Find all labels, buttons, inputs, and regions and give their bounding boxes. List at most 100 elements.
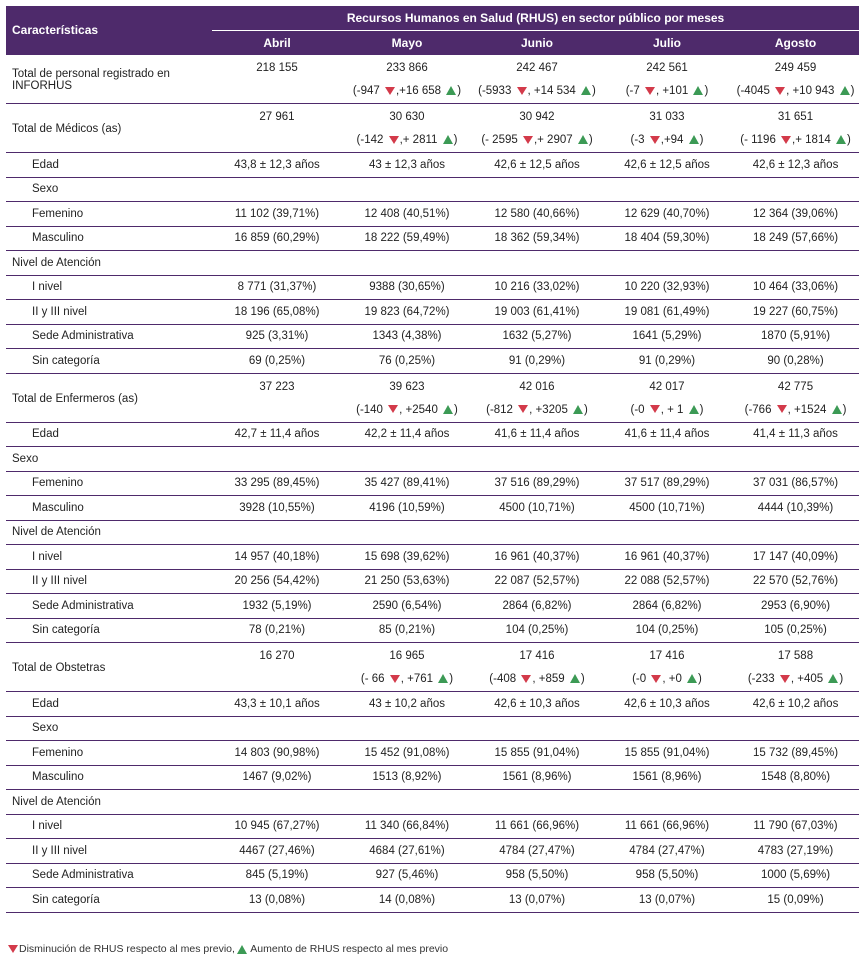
decrease-value: (-408	[489, 673, 520, 685]
decrease-triangle-icon	[516, 86, 527, 95]
table-row: II y III nivel 4467 (27,46%) 4684 (27,61%)…	[6, 838, 860, 863]
decrease-triangle-icon	[649, 135, 660, 144]
footnote: Disminución de RHUS respecto al mes prev…	[6, 943, 448, 955]
value-cell: 18 196 (65,08%)	[212, 299, 342, 324]
value-cell: 22 570 (52,76%)	[732, 568, 860, 594]
value-cell: 10 945 (67,27%)	[212, 813, 342, 839]
decrease-triangle-icon	[522, 135, 533, 144]
change-cell	[212, 667, 342, 692]
row-label: Masculino	[6, 764, 212, 790]
value-cell: 1513 (8,92%)	[342, 764, 472, 790]
decrease-triangle-icon	[644, 86, 655, 95]
change-cell: (-3 ,+94 )	[602, 128, 732, 153]
decrease-value: (-4045	[736, 85, 774, 97]
value-cell: 18 222 (59,49%)	[342, 225, 472, 251]
value-cell	[212, 250, 342, 275]
total-row: Total de Obstetras 16 270 16 965 17 416 17 4…	[6, 642, 860, 692]
value-cell: 15 732 (89,45%)	[732, 740, 860, 765]
value-cell: 15 698 (39,62%)	[342, 544, 472, 569]
value-cell	[602, 446, 732, 471]
value-cell: 76 (0,25%)	[342, 348, 472, 373]
value-cell: 2953 (6,90%)	[732, 593, 860, 618]
value-cell: 85 (0,21%)	[342, 617, 472, 643]
value-cell	[602, 519, 732, 545]
decrease-triangle-icon	[388, 135, 399, 144]
table-row: Nivel de Atención	[6, 250, 860, 275]
increase-value: ,+ 1814	[792, 134, 834, 146]
change-cell: (-0 , + 1 )	[602, 398, 732, 423]
value-cell	[602, 176, 732, 202]
value-cell: 42,6 ± 10,3 años	[472, 691, 602, 716]
decrease-value: (- 2595	[481, 134, 521, 146]
close-paren: )	[457, 85, 462, 97]
value-cell: 19 003 (61,41%)	[472, 299, 602, 324]
row-label: Sexo	[6, 715, 212, 741]
table-row: Femenino 14 803 (90,98%) 15 452 (91,08%) 15…	[6, 740, 860, 765]
total-value-cell: 17 416	[602, 642, 732, 667]
total-value-cell: 31 651	[732, 103, 860, 128]
decrease-triangle-icon	[649, 405, 660, 414]
close-paren: )	[449, 673, 454, 685]
table-row: Sede Administrativa 1932 (5,19%) 2590 (6,5…	[6, 593, 860, 618]
decrease-triangle-icon	[389, 674, 400, 683]
close-paren: )	[850, 85, 855, 97]
value-cell: 11 790 (67,03%)	[732, 813, 860, 839]
group-title-header: Recursos Humanos en Salud (RHUS) en sect…	[212, 6, 860, 31]
row-label: Total de personal registrado en INFORHUS	[6, 54, 212, 104]
value-cell: 20 256 (54,42%)	[212, 568, 342, 594]
value-cell: 10 220 (32,93%)	[602, 274, 732, 300]
row-label: Edad	[6, 421, 212, 447]
footnote-decrease-text: Disminución de RHUS respecto al mes prev…	[19, 943, 235, 956]
value-cell	[342, 715, 472, 741]
close-paren: )	[580, 673, 585, 685]
total-value-cell: 42 016	[472, 372, 602, 398]
table-row: Femenino 33 295 (89,45%) 35 427 (89,41%) 37…	[6, 470, 860, 496]
value-cell	[732, 519, 860, 545]
value-cell: 43,3 ± 10,1 años	[212, 691, 342, 716]
value-cell	[342, 519, 472, 545]
row-label: Femenino	[6, 201, 212, 226]
total-value-cell: 37 223	[212, 372, 342, 398]
value-cell	[732, 789, 860, 814]
value-cell	[472, 446, 602, 471]
increase-triangle-icon	[688, 135, 699, 145]
decrease-value: (-0	[630, 403, 648, 416]
increase-triangle-icon	[438, 674, 449, 684]
row-label: Edad	[6, 152, 212, 177]
increase-triangle-icon	[236, 944, 247, 954]
decrease-value: (- 1196	[740, 134, 780, 146]
table-row: Sin categoría 78 (0,21%) 85 (0,21%) 104 (0,…	[6, 617, 860, 643]
value-cell: 1561 (8,96%)	[472, 764, 602, 790]
value-cell	[212, 715, 342, 741]
change-cell: (-812 , +3205 )	[472, 398, 602, 423]
decrease-triangle-icon	[779, 674, 790, 683]
row-label: Nivel de Atención	[6, 519, 212, 545]
increase-value: , +2540	[399, 403, 442, 416]
close-paren: )	[704, 85, 709, 97]
table-row: Sexo	[6, 446, 860, 471]
close-paren: )	[584, 403, 588, 416]
value-cell: 17 147 (40,09%)	[732, 544, 860, 569]
decrease-triangle-icon	[518, 405, 529, 414]
increase-value: ,+ 2811	[399, 134, 441, 146]
value-cell: 10 464 (33,06%)	[732, 274, 860, 300]
value-cell: 9388 (30,65%)	[342, 274, 472, 300]
value-cell: 13 (0,07%)	[602, 887, 732, 913]
value-cell: 43 ± 12,3 años	[342, 152, 472, 177]
value-cell: 13 (0,07%)	[472, 887, 602, 913]
increase-triangle-icon	[573, 404, 584, 414]
decrease-value: (-3	[630, 134, 648, 146]
value-cell: 18 362 (59,34%)	[472, 225, 602, 251]
table-row: II y III nivel 20 256 (54,42%) 21 250 (53,…	[6, 568, 860, 594]
value-cell: 11 340 (66,84%)	[342, 813, 472, 839]
increase-triangle-icon	[577, 135, 588, 145]
value-cell: 1932 (5,19%)	[212, 593, 342, 618]
change-cell: (-5933 , +14 534 )	[472, 79, 602, 104]
table-row: Sede Administrativa 845 (5,19%) 927 (5,46%…	[6, 862, 860, 888]
decrease-value: (- 66	[360, 673, 388, 685]
close-paren: )	[453, 134, 458, 146]
characteristics-header: Características	[6, 6, 212, 55]
row-label: Total de Obstetras	[6, 642, 212, 692]
table-row: Femenino 11 102 (39,71%) 12 408 (40,51%) 12…	[6, 201, 860, 226]
row-label: Sede Administrativa	[6, 593, 212, 618]
